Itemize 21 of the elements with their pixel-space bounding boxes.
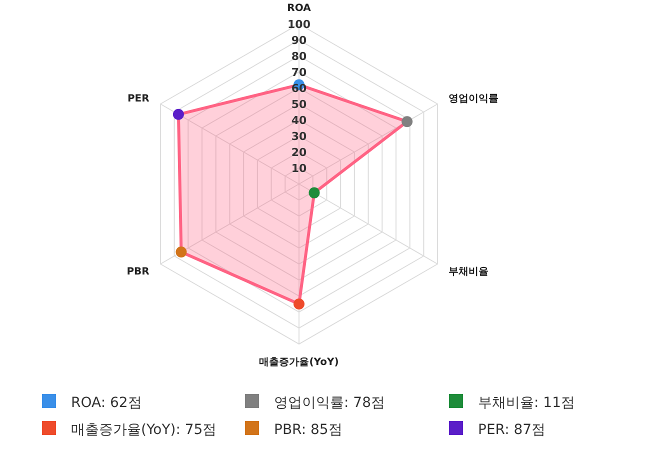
y-tick-label: 40	[291, 114, 307, 127]
y-tick-label: 30	[291, 130, 307, 143]
y-tick-label: 50	[291, 98, 307, 111]
y-tick-label: 70	[291, 66, 307, 79]
spoke-label: PBR	[126, 266, 150, 278]
legend-item: 매출증가율(YoY): 75점	[42, 421, 217, 438]
legend-item: PER: 87점	[449, 421, 546, 438]
spoke-label: 매출증가율(YoY)	[259, 356, 339, 368]
legend-item: 부채비율: 11점	[449, 394, 575, 411]
spoke-label: 영업이익률	[448, 94, 499, 105]
y-tick-label: 80	[291, 50, 307, 63]
y-tick-label: 10	[291, 162, 307, 175]
y-tick-label: 20	[291, 146, 307, 159]
y-tick-label: 90	[291, 34, 307, 47]
legend-item: ROA: 62점	[42, 394, 142, 411]
legend-item: PBR: 85점	[245, 421, 342, 438]
spoke-label: ROA	[287, 3, 312, 14]
legend-item: 영업이익률: 78점	[245, 394, 385, 411]
spoke-label: PER	[127, 94, 150, 105]
spoke-label: 부채비율	[448, 266, 489, 278]
y-tick-label: 100	[288, 18, 311, 31]
